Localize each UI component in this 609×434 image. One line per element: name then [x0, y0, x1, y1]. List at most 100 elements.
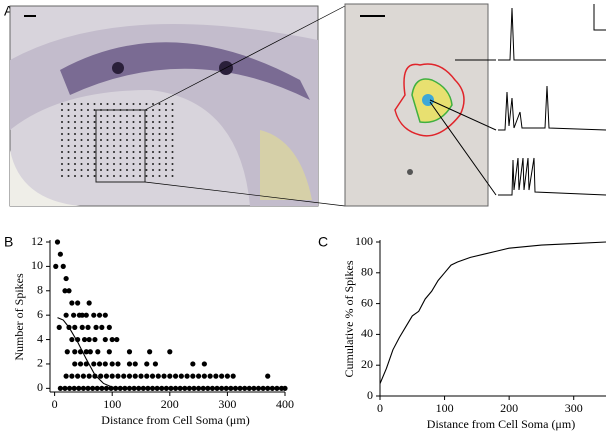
- grid-dot: [80, 139, 83, 141]
- grid-dot: [100, 127, 102, 129]
- data-point: [126, 361, 133, 367]
- data-point: [246, 385, 252, 391]
- grid-dot: [93, 127, 96, 129]
- data-line: [379, 241, 607, 384]
- grid-dot: [132, 109, 135, 111]
- grid-dot: [93, 145, 96, 147]
- data-point: [159, 385, 165, 391]
- grid-dot: [171, 169, 174, 171]
- grid-dot: [80, 115, 83, 117]
- data-point: [201, 361, 207, 367]
- grid-dot: [106, 115, 109, 117]
- zoom-line: [144, 181, 346, 207]
- grid-dot: [145, 127, 148, 129]
- grid-dot: [158, 115, 161, 117]
- grid-dot: [132, 175, 135, 177]
- grid-dot: [87, 145, 89, 147]
- data-point: [106, 324, 112, 330]
- grid-dot: [106, 127, 109, 129]
- grid-dot: [145, 115, 148, 117]
- grid-dot: [126, 151, 128, 153]
- data-point: [83, 349, 89, 355]
- data-point: [126, 373, 133, 379]
- grid-dot: [145, 163, 148, 165]
- data-point: [219, 373, 225, 379]
- grid-dot: [152, 169, 154, 171]
- y-tick-label: 60: [361, 295, 373, 309]
- grid-dot: [119, 175, 122, 177]
- grid-dot: [100, 175, 102, 177]
- data-point: [69, 300, 75, 306]
- grid-dot: [165, 145, 167, 147]
- data-point: [92, 373, 98, 379]
- data-point: [255, 385, 262, 391]
- grid-dot: [67, 115, 70, 117]
- grid-dot: [139, 103, 141, 105]
- grid-dot: [106, 139, 109, 141]
- grid-dot: [152, 145, 154, 147]
- grid-dot: [106, 163, 109, 165]
- slice-image: [9, 5, 319, 207]
- data-point: [71, 312, 77, 318]
- grid-dot: [145, 169, 148, 171]
- grid-dot: [74, 109, 76, 111]
- grid-dot: [87, 151, 89, 153]
- data-point: [96, 312, 103, 318]
- grid-dot: [100, 151, 102, 153]
- data-point: [69, 373, 75, 379]
- data-point: [154, 385, 160, 391]
- grid-dot: [100, 145, 102, 147]
- grid-dot: [158, 127, 161, 129]
- data-point: [224, 373, 231, 379]
- y-tick-label: 0: [37, 380, 43, 394]
- data-point: [161, 373, 167, 379]
- grid-dot: [106, 151, 109, 153]
- grid-dot: [152, 151, 154, 153]
- grid-dot: [67, 139, 70, 141]
- grid-dot: [158, 169, 161, 171]
- grid-dot: [165, 163, 167, 165]
- grid-dot: [100, 103, 102, 105]
- grid-dot: [80, 169, 83, 171]
- grid-dot: [74, 121, 76, 123]
- grid-dot: [61, 145, 63, 147]
- grid-dot: [61, 103, 63, 105]
- data-point: [75, 300, 81, 306]
- x-tick-label: 200: [500, 401, 518, 415]
- data-point: [144, 361, 150, 367]
- data-point: [102, 361, 108, 367]
- grid-dot: [80, 175, 83, 177]
- grid-dot: [87, 115, 89, 117]
- grid-dot: [152, 115, 154, 117]
- data-point: [168, 385, 174, 391]
- y-tick-label: 4: [37, 331, 43, 345]
- grid-dot: [74, 127, 76, 129]
- y-tick-label: 100: [355, 234, 373, 248]
- data-point: [72, 324, 78, 330]
- grid-dot: [113, 169, 115, 171]
- grid-dot: [113, 145, 115, 147]
- grid-dot: [80, 157, 83, 159]
- grid-dot: [152, 157, 154, 159]
- data-point: [149, 373, 156, 379]
- grid-dot: [74, 151, 76, 153]
- grid-dot: [80, 151, 83, 153]
- grid-dot: [74, 133, 76, 135]
- y-tick-label: 40: [361, 326, 373, 340]
- grid-dot: [74, 157, 76, 159]
- data-point: [86, 373, 92, 379]
- grid-dot: [126, 157, 128, 159]
- y-tick-label: 80: [361, 265, 373, 279]
- grid-dot: [87, 121, 89, 123]
- grid-dot: [119, 127, 122, 129]
- grid-dot: [158, 133, 161, 135]
- grid-dot: [139, 169, 141, 171]
- grid-dot: [87, 139, 89, 141]
- grid-dot: [113, 163, 115, 165]
- grid-dot: [152, 175, 154, 177]
- grid-dot: [119, 121, 122, 123]
- grid-dot: [165, 133, 167, 135]
- grid-dot: [165, 151, 167, 153]
- data-point: [196, 373, 202, 379]
